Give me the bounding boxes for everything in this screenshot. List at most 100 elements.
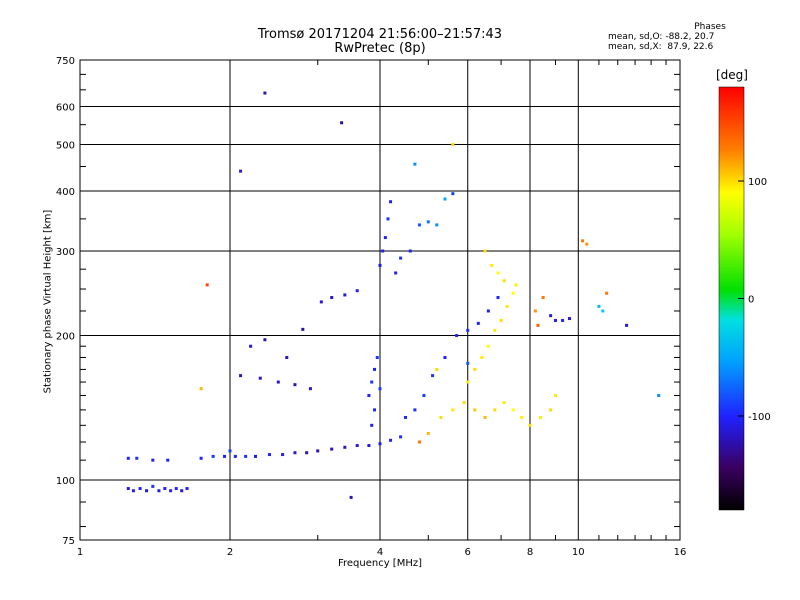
data-points <box>126 91 661 499</box>
data-point <box>533 309 537 313</box>
data-point <box>549 314 553 318</box>
data-point <box>499 318 503 322</box>
grid <box>80 60 680 540</box>
x-tick-label: 6 <box>465 547 471 558</box>
x-tick-label: 10 <box>572 547 585 558</box>
data-point <box>426 432 430 436</box>
y-tick-label: 500 <box>56 141 75 152</box>
data-point <box>381 249 385 253</box>
data-point <box>239 169 243 173</box>
data-point <box>431 374 435 378</box>
data-point <box>249 344 253 348</box>
data-point <box>174 487 178 491</box>
x-tick-label: 1 <box>77 547 83 558</box>
data-point <box>466 380 470 384</box>
data-point <box>422 394 426 398</box>
data-point <box>502 401 506 405</box>
data-point <box>308 387 312 391</box>
data-point <box>394 271 398 275</box>
data-point <box>462 401 466 405</box>
data-point <box>316 449 320 453</box>
data-point <box>403 415 407 419</box>
data-point <box>417 440 421 444</box>
data-point <box>211 454 215 458</box>
chart-title: Tromsø 20171204 21:56:00–21:57:43 <box>257 27 503 42</box>
data-point <box>367 394 371 398</box>
data-point <box>443 197 447 201</box>
data-point <box>244 454 248 458</box>
data-point <box>330 447 334 451</box>
data-point <box>549 408 553 412</box>
data-point <box>476 321 480 325</box>
colorbar-unit: [deg] <box>716 68 748 82</box>
data-point <box>505 304 509 308</box>
data-point <box>408 249 412 253</box>
phases-heading: Phases <box>694 22 726 32</box>
data-point <box>373 408 377 412</box>
data-point <box>343 445 347 449</box>
data-point <box>135 456 139 460</box>
data-point <box>561 318 565 322</box>
data-point <box>126 487 130 491</box>
data-point <box>473 367 477 371</box>
data-point <box>502 279 506 283</box>
data-point <box>319 300 323 304</box>
data-point <box>536 323 540 327</box>
data-point <box>285 355 289 359</box>
data-point <box>263 338 267 342</box>
data-point <box>451 408 455 412</box>
data-point <box>239 374 243 378</box>
colorbar-ticks: 100 0 -100 <box>738 177 771 423</box>
data-point <box>131 489 135 493</box>
y-tick-label: 300 <box>56 247 75 258</box>
data-point <box>389 200 393 204</box>
data-point <box>466 328 470 332</box>
data-point <box>355 289 359 293</box>
data-point <box>483 249 487 253</box>
data-point <box>378 263 382 267</box>
colorbar-tick-label: 100 <box>748 177 767 188</box>
data-point <box>601 309 605 313</box>
data-point <box>370 423 374 427</box>
data-point <box>340 121 344 125</box>
data-point <box>585 242 589 246</box>
colorbar-tick-label: 0 <box>748 295 754 306</box>
data-point <box>293 383 297 387</box>
data-point <box>199 456 203 460</box>
data-point <box>378 387 382 391</box>
data-point <box>528 423 532 427</box>
data-point <box>399 435 403 439</box>
data-point <box>138 487 142 491</box>
y-tick-label: 200 <box>56 332 75 343</box>
data-point <box>233 454 237 458</box>
y-tick-label: 100 <box>56 476 75 487</box>
data-point <box>267 453 271 457</box>
y-tick-label: 400 <box>56 187 75 198</box>
data-point <box>625 323 629 327</box>
data-point <box>493 328 497 332</box>
x-tick-label: 2 <box>227 547 233 558</box>
data-point <box>553 394 557 398</box>
data-point <box>413 162 417 166</box>
data-point <box>163 487 167 491</box>
data-point <box>435 367 439 371</box>
data-point <box>253 454 257 458</box>
data-point <box>276 380 280 384</box>
data-point <box>473 408 477 412</box>
data-point <box>496 296 500 300</box>
data-point <box>539 415 543 419</box>
data-point <box>389 438 393 442</box>
data-point <box>426 220 430 224</box>
x-axis-label: Frequency [MHz] <box>337 558 423 569</box>
data-point <box>413 408 417 412</box>
data-point <box>263 91 267 95</box>
data-point <box>520 415 524 419</box>
data-point <box>581 239 585 243</box>
data-point <box>375 355 379 359</box>
data-point <box>486 309 490 313</box>
data-point <box>157 489 161 493</box>
phases-o-stats: mean, sd,O: -88.2, 20.7 <box>608 32 715 42</box>
data-point <box>180 489 184 493</box>
data-point <box>417 223 421 227</box>
data-point <box>486 344 490 348</box>
